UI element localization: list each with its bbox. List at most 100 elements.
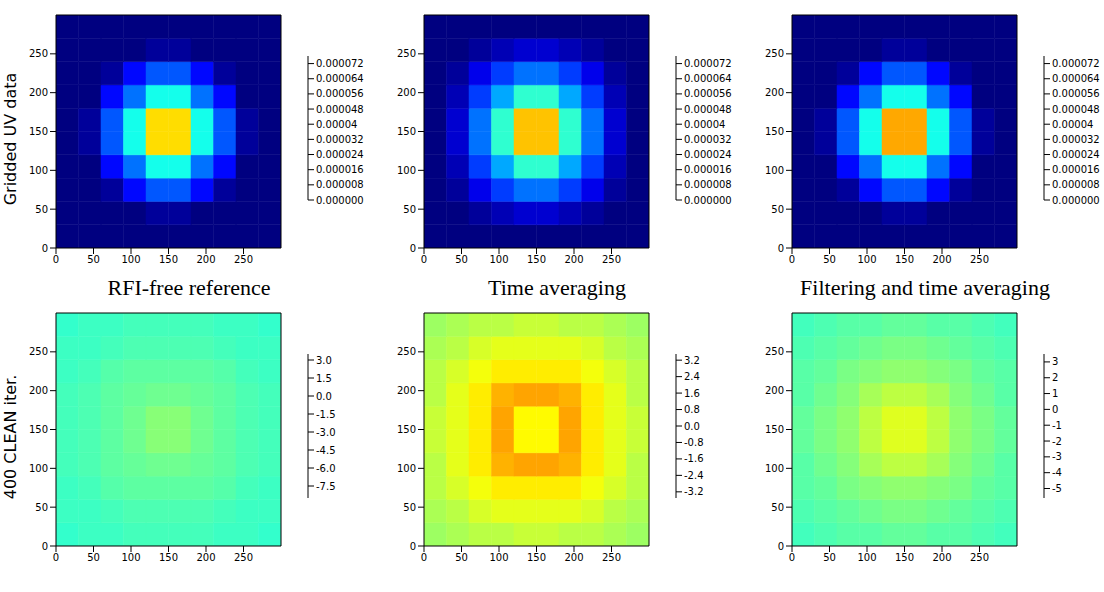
svg-text:200: 200 xyxy=(29,385,48,396)
svg-text:150: 150 xyxy=(527,254,546,265)
svg-text:0.000072: 0.000072 xyxy=(316,58,364,69)
svg-text:-4.5: -4.5 xyxy=(316,445,336,456)
svg-text:-6.0: -6.0 xyxy=(316,463,336,474)
svg-text:-3.2: -3.2 xyxy=(684,486,704,497)
svg-text:100: 100 xyxy=(765,463,784,474)
svg-text:50: 50 xyxy=(403,502,416,513)
svg-text:-4: -4 xyxy=(1052,467,1062,478)
svg-text:0.000048: 0.000048 xyxy=(1052,104,1100,115)
svg-text:0.00004: 0.00004 xyxy=(684,119,725,130)
svg-text:-1.5: -1.5 xyxy=(316,409,336,420)
svg-text:50: 50 xyxy=(823,552,836,563)
svg-text:200: 200 xyxy=(564,552,583,563)
svg-text:0.000000: 0.000000 xyxy=(684,195,732,206)
svg-text:100: 100 xyxy=(489,552,508,563)
svg-text:0.000032: 0.000032 xyxy=(1052,134,1100,145)
svg-text:0.000064: 0.000064 xyxy=(316,73,364,84)
svg-text:200: 200 xyxy=(29,87,48,98)
svg-text:0.000024: 0.000024 xyxy=(316,149,364,160)
svg-text:3: 3 xyxy=(1052,356,1058,367)
svg-text:200: 200 xyxy=(932,254,951,265)
svg-text:150: 150 xyxy=(397,126,416,137)
svg-text:100: 100 xyxy=(29,463,48,474)
svg-text:-3: -3 xyxy=(1052,451,1062,462)
svg-text:50: 50 xyxy=(455,254,468,265)
svg-text:150: 150 xyxy=(765,424,784,435)
svg-text:0.000064: 0.000064 xyxy=(1052,73,1100,84)
svg-text:Gridded UV data: Gridded UV data xyxy=(1,73,20,206)
svg-text:0: 0 xyxy=(53,254,59,265)
svg-text:-3.0: -3.0 xyxy=(316,427,336,438)
svg-text:250: 250 xyxy=(234,254,253,265)
svg-text:50: 50 xyxy=(771,502,784,513)
svg-text:3.2: 3.2 xyxy=(684,355,700,366)
svg-text:1.6: 1.6 xyxy=(684,388,700,399)
svg-text:250: 250 xyxy=(970,552,989,563)
svg-text:100: 100 xyxy=(397,165,416,176)
svg-text:0: 0 xyxy=(421,552,427,563)
svg-text:0: 0 xyxy=(53,552,59,563)
svg-text:0.000000: 0.000000 xyxy=(316,195,364,206)
svg-text:0: 0 xyxy=(410,243,416,254)
svg-text:150: 150 xyxy=(29,424,48,435)
svg-text:-7.5: -7.5 xyxy=(316,481,336,492)
svg-text:2: 2 xyxy=(1052,372,1058,383)
svg-text:150: 150 xyxy=(159,552,178,563)
svg-text:200: 200 xyxy=(564,254,583,265)
svg-text:0.0: 0.0 xyxy=(316,391,332,402)
svg-text:100: 100 xyxy=(121,254,140,265)
svg-text:0: 0 xyxy=(1052,404,1058,415)
svg-text:50: 50 xyxy=(87,254,100,265)
svg-text:250: 250 xyxy=(397,346,416,357)
svg-text:0.000008: 0.000008 xyxy=(684,179,732,190)
svg-text:200: 200 xyxy=(397,87,416,98)
svg-text:0.000016: 0.000016 xyxy=(1052,164,1100,175)
svg-text:100: 100 xyxy=(397,463,416,474)
svg-text:250: 250 xyxy=(765,48,784,59)
svg-text:200: 200 xyxy=(765,385,784,396)
svg-text:150: 150 xyxy=(895,552,914,563)
svg-text:200: 200 xyxy=(397,385,416,396)
svg-text:0: 0 xyxy=(778,541,784,552)
svg-text:250: 250 xyxy=(970,254,989,265)
svg-text:200: 200 xyxy=(196,552,215,563)
svg-text:150: 150 xyxy=(527,552,546,563)
svg-text:0: 0 xyxy=(421,254,427,265)
svg-text:50: 50 xyxy=(35,502,48,513)
svg-text:0.00004: 0.00004 xyxy=(316,119,357,130)
svg-text:0: 0 xyxy=(778,243,784,254)
svg-text:150: 150 xyxy=(159,254,178,265)
svg-text:0.000048: 0.000048 xyxy=(684,104,732,115)
svg-text:0: 0 xyxy=(42,541,48,552)
svg-text:1: 1 xyxy=(1052,388,1058,399)
svg-text:-1: -1 xyxy=(1052,420,1062,431)
svg-text:150: 150 xyxy=(895,254,914,265)
svg-text:100: 100 xyxy=(121,552,140,563)
svg-text:0.000064: 0.000064 xyxy=(684,73,732,84)
svg-text:-0.8: -0.8 xyxy=(684,437,704,448)
svg-text:250: 250 xyxy=(234,552,253,563)
svg-text:0.000048: 0.000048 xyxy=(316,104,364,115)
svg-text:0.000056: 0.000056 xyxy=(316,88,364,99)
svg-text:150: 150 xyxy=(29,126,48,137)
svg-text:0.000056: 0.000056 xyxy=(684,88,732,99)
svg-text:250: 250 xyxy=(29,48,48,59)
svg-text:1.5: 1.5 xyxy=(316,373,332,384)
svg-text:100: 100 xyxy=(489,254,508,265)
svg-text:0.00004: 0.00004 xyxy=(1052,119,1093,130)
svg-text:250: 250 xyxy=(765,346,784,357)
svg-text:0.000000: 0.000000 xyxy=(1052,195,1100,206)
svg-text:0.8: 0.8 xyxy=(684,404,700,415)
svg-text:250: 250 xyxy=(602,552,621,563)
svg-text:0.000024: 0.000024 xyxy=(684,149,732,160)
svg-text:0: 0 xyxy=(789,254,795,265)
svg-text:150: 150 xyxy=(765,126,784,137)
svg-text:50: 50 xyxy=(455,552,468,563)
svg-text:200: 200 xyxy=(196,254,215,265)
svg-text:2.4: 2.4 xyxy=(684,371,700,382)
svg-text:3.0: 3.0 xyxy=(316,355,332,366)
svg-text:400 CLEAN iter.: 400 CLEAN iter. xyxy=(1,375,20,500)
svg-text:0: 0 xyxy=(789,552,795,563)
svg-text:0.000056: 0.000056 xyxy=(1052,88,1100,99)
svg-text:0.000072: 0.000072 xyxy=(684,58,732,69)
